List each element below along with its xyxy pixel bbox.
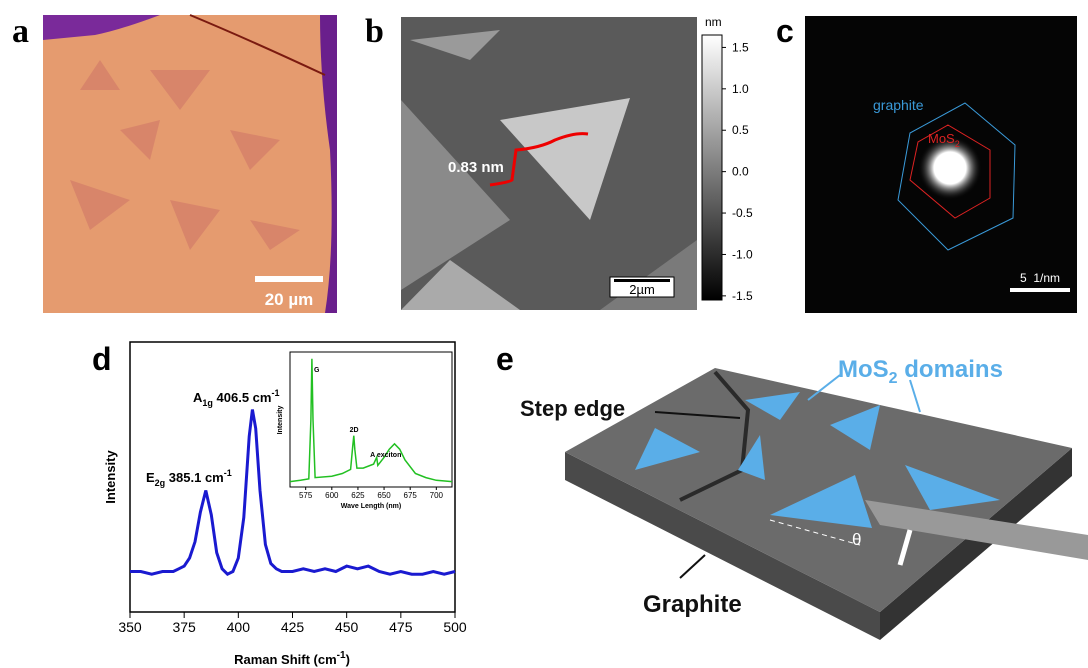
pointer [680, 555, 705, 578]
subscript: 2 [889, 370, 898, 387]
scale-label: 20 µm [265, 290, 314, 309]
scale-bar [255, 276, 323, 282]
label-part: 2g [155, 478, 166, 488]
label-part: E [146, 470, 155, 485]
colorbar-tick-label: -1.5 [732, 289, 753, 303]
scale-label: 5 1/nm [1020, 271, 1060, 285]
colorbar-tick-label: -0.5 [732, 206, 753, 220]
panel-label: c [776, 13, 794, 49]
x-tick-label: 650 [377, 491, 391, 500]
x-tick-label: 700 [430, 491, 444, 500]
slab-top [565, 368, 1072, 612]
x-tick-label: 450 [335, 619, 359, 635]
scale-label: 2µm [629, 282, 655, 297]
figure: 20 µm a 0.83 nm 2µm nm b graphite MoS2 5… [0, 0, 1088, 668]
x-tick-label: 675 [404, 491, 418, 500]
step-height: 0.83 nm [448, 159, 504, 176]
domains-label: MoS2 domains [838, 356, 1003, 387]
label-part: 1g [202, 398, 213, 408]
graphite-label: graphite [873, 97, 924, 113]
x-tick-label: 375 [172, 619, 196, 635]
text: MoS [928, 131, 955, 146]
panel-label: b [365, 13, 384, 50]
label-part: -1 [271, 388, 279, 398]
label-part: 385.1 cm [165, 470, 224, 485]
x-tick-label: 400 [227, 619, 251, 635]
label-part: ) [346, 652, 350, 667]
inset-x-label: Wave Length (nm) [341, 503, 401, 510]
peak-label: G [314, 367, 320, 374]
label-part: 406.5 cm [213, 390, 272, 405]
x-tick-label: 575 [299, 491, 313, 500]
x-tick-label: 625 [351, 491, 365, 500]
colorbar [702, 35, 722, 300]
graphite-label: Graphite [643, 591, 742, 618]
panel-label: e [496, 341, 514, 377]
colorbar-tick-label: 1.0 [732, 82, 749, 96]
x-tick-label: 500 [443, 619, 467, 635]
x-tick-label: 475 [389, 619, 413, 635]
panel-label: a [12, 13, 29, 50]
y-axis-label: Intensity [103, 450, 118, 504]
colorbar-tick-label: -1.0 [732, 247, 753, 261]
pointer [910, 380, 920, 412]
angle-label: θ [852, 530, 861, 549]
colorbar-unit: nm [705, 15, 722, 29]
panel-label: d [92, 341, 112, 377]
colorbar-tick-label: 1.5 [732, 40, 749, 54]
inset-y-label: Intensity [277, 406, 284, 435]
subscript: 2 [955, 139, 960, 149]
scale-bar [1010, 288, 1070, 292]
peak-label: 2D [350, 427, 359, 434]
x-axis-label: Raman Shift (cm-1) [234, 650, 350, 667]
label-part: -1 [224, 468, 232, 478]
step-edge-label: Step edge [520, 396, 625, 421]
peak-label: A exciton [370, 452, 401, 459]
colorbar-tick-label: 0.5 [732, 123, 749, 137]
label-part: Raman Shift (cm [234, 652, 337, 667]
text: domains [898, 356, 1003, 383]
x-tick-label: 600 [325, 491, 339, 500]
x-tick-label: 350 [118, 619, 142, 635]
x-tick-label: 425 [281, 619, 305, 635]
colorbar-tick-label: 0.0 [732, 165, 749, 179]
text: MoS [838, 356, 889, 383]
